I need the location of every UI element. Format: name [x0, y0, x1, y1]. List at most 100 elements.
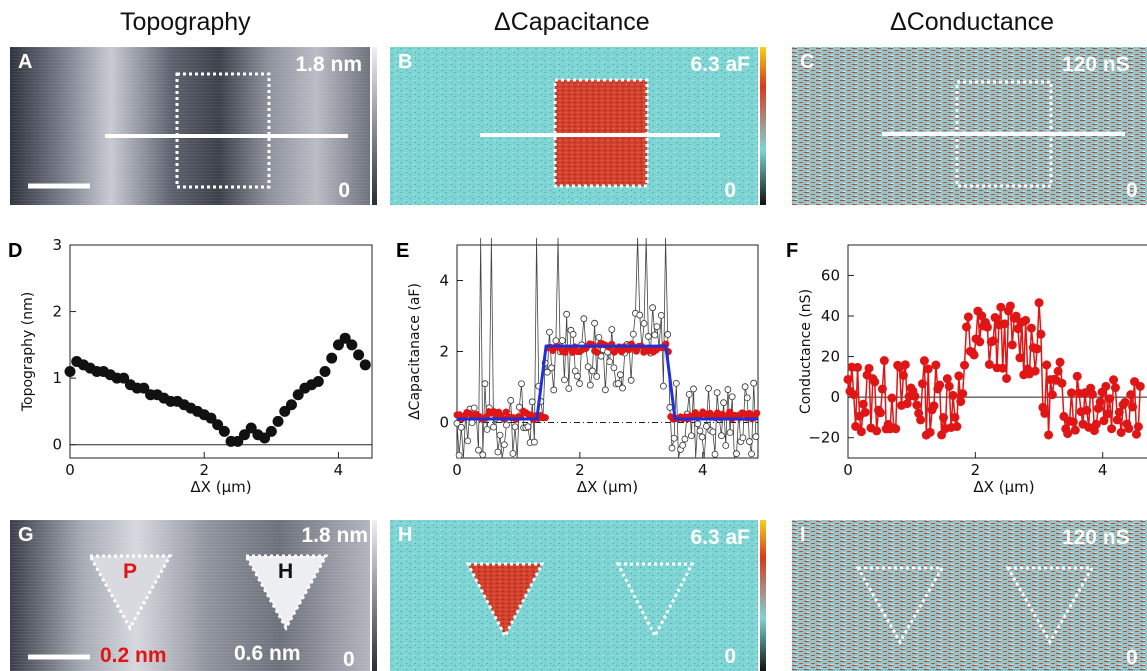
data-point-f	[1047, 390, 1057, 400]
data-point-f	[1007, 340, 1017, 350]
raw-point-e	[468, 419, 476, 427]
x-tick-label-f: 0	[843, 461, 853, 479]
data-point-f	[1044, 430, 1054, 440]
raw-point-e	[743, 394, 751, 402]
panel-label-h: H	[398, 524, 413, 546]
raw-point-e	[584, 363, 592, 371]
x-tick-label-e: 2	[575, 461, 585, 479]
raw-point-e	[649, 304, 657, 312]
conductance-column-title: ΔConductance	[890, 8, 1055, 36]
x-tick-label-d: 0	[65, 461, 75, 479]
colorbar-topography-g	[372, 520, 377, 671]
data-point-f	[872, 426, 882, 436]
raw-point-e	[457, 423, 465, 431]
data-point-f	[1105, 394, 1115, 404]
raw-point-e	[550, 386, 558, 394]
raw-point-e	[726, 429, 734, 436]
panel-b-capacitance-map: B 6.3 aF 0	[390, 47, 758, 205]
raw-point-e	[496, 431, 504, 439]
raw-point-e	[685, 390, 693, 398]
data-point-f	[1068, 417, 1078, 427]
topography-image-a	[10, 47, 370, 205]
data-point-f	[912, 400, 922, 410]
x-tick-label-e: 0	[452, 461, 462, 479]
conductance-image-c	[792, 47, 1147, 205]
avg-point-e	[593, 348, 601, 356]
data-point-f	[1109, 375, 1119, 385]
data-point-f	[990, 313, 1000, 323]
data-point-f	[960, 360, 970, 370]
data-point-f	[1107, 424, 1117, 434]
avg-point-e	[541, 414, 549, 422]
panel-label-d: D	[8, 240, 23, 262]
plot-frame-d	[69, 244, 373, 459]
raw-point-e	[561, 376, 568, 384]
colorbar-capacitance-h	[760, 520, 766, 671]
raw-point-e	[546, 328, 553, 336]
data-point-d	[326, 352, 338, 364]
raw-point-e	[580, 315, 588, 323]
raw-point-e	[741, 383, 749, 391]
data-point-f	[853, 362, 863, 372]
raw-point-e	[606, 358, 614, 366]
raw-point-e	[709, 428, 717, 436]
panel-i-min-value: 0	[1126, 646, 1138, 669]
raw-point-e	[679, 441, 687, 449]
data-point-f	[902, 399, 912, 409]
data-point-f	[1120, 397, 1130, 407]
raw-point-e	[552, 337, 560, 345]
avg-point-e	[726, 408, 734, 416]
raw-point-e	[698, 433, 706, 441]
data-point-f	[910, 391, 920, 401]
y-tick-label-e: 0	[439, 414, 449, 432]
data-point-f	[1015, 353, 1025, 363]
panel-c-max-value: 120 nS	[1062, 53, 1130, 76]
data-point-f	[996, 302, 1006, 312]
data-point-f	[879, 356, 889, 366]
raw-point-e	[610, 364, 618, 372]
raw-point-e	[739, 434, 747, 442]
raw-point-e	[681, 435, 689, 443]
raw-point-e	[651, 331, 659, 339]
raw-point-e	[494, 448, 502, 456]
x-tick-label-f: 4	[1098, 461, 1108, 479]
panel-label-b: B	[398, 51, 413, 73]
raw-point-e	[627, 376, 635, 384]
data-point-f	[864, 363, 874, 373]
avg-point-e	[753, 409, 761, 417]
x-tick-label-d: 2	[199, 461, 209, 479]
data-point-f	[931, 360, 941, 370]
raw-point-e	[601, 386, 609, 394]
data-point-f	[1101, 381, 1111, 391]
data-point-f	[917, 379, 927, 389]
raw-point-e	[668, 444, 676, 452]
raw-point-e	[664, 331, 672, 338]
raw-point-e	[528, 398, 536, 406]
raw-point-e	[724, 386, 732, 393]
raw-point-e	[569, 330, 577, 338]
data-point-f	[1036, 329, 1046, 339]
data-point-f	[1088, 389, 1098, 399]
data-point-d	[205, 412, 217, 424]
data-point-f	[1124, 423, 1134, 433]
panel-h-min-value: 0	[724, 645, 736, 668]
raw-point-e	[531, 438, 538, 446]
data-point-f	[1005, 301, 1015, 311]
raw-point-e	[703, 422, 710, 430]
panel-label-c: C	[800, 51, 815, 73]
data-point-f	[1057, 378, 1067, 388]
plot-frame-f	[847, 244, 1147, 459]
data-point-f	[942, 374, 952, 384]
capacitance-image-b	[390, 47, 758, 205]
panel-i-max-value: 120 nS	[1062, 526, 1130, 549]
raw-point-e	[503, 421, 510, 429]
data-point-f	[977, 311, 987, 321]
raw-point-e	[595, 333, 603, 341]
data-point-f	[954, 371, 964, 381]
panel-i-conductance-map: I 120 nS 0	[792, 520, 1147, 671]
data-point-f	[961, 322, 971, 332]
panel-c-conductance-map: C 120 nS 0	[792, 47, 1147, 205]
topography-image-g	[10, 520, 370, 671]
raw-point-e	[694, 420, 702, 428]
